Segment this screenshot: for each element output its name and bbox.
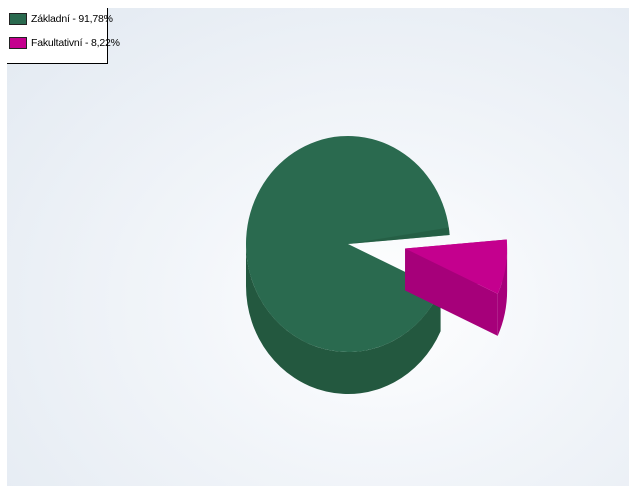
pie-slice-zakladni — [246, 136, 450, 395]
pie-slice-zakladni-top — [246, 136, 450, 353]
pie-slice-fakultativni — [405, 239, 508, 336]
pie-slice-fakultativni-cut-face-1 — [405, 248, 498, 336]
pie-slice-zakladni-shade — [348, 227, 450, 244]
legend-swatch-fakultativni — [9, 37, 27, 49]
legend-item-fakultativni: Fakultativní - 8,22% — [9, 35, 120, 51]
pie-chart — [246, 136, 508, 395]
legend: Základní - 91,78% Fakultativní - 8,22% — [7, 8, 120, 64]
legend-swatch-zakladni — [9, 13, 27, 25]
legend-item-zakladni: Základní - 91,78% — [9, 11, 113, 27]
plot-area — [7, 8, 629, 486]
legend-label-fakultativni: Fakultativní - 8,22% — [31, 37, 120, 49]
pie-slice-fakultativni-top — [405, 239, 508, 294]
pie-slice-zakladni-side-wall — [246, 244, 441, 395]
pie-slice-fakultativni-side-wall — [497, 248, 508, 336]
legend-label-zakladni: Základní - 91,78% — [31, 13, 113, 25]
